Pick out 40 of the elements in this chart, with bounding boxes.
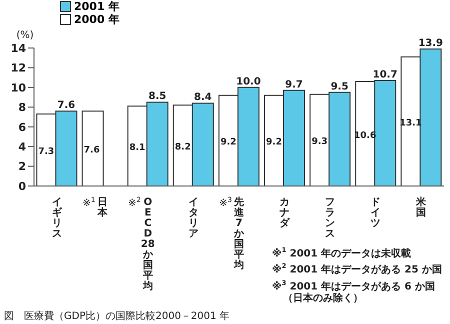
x-tick-label: イタリア: [188, 197, 198, 240]
y-tick-label: 4: [18, 140, 26, 154]
data-label: 10.7: [372, 70, 398, 81]
data-label: 13.9: [418, 38, 444, 49]
data-label: 10.0: [236, 76, 261, 88]
x-tick-label: フランス: [325, 197, 336, 240]
text: ※$^{1}$ 2001 年のデータは未収載: [272, 246, 412, 260]
category-label: ※$^{3}$先進7か国平均: [219, 196, 244, 271]
data-label: 8.5: [148, 91, 166, 102]
y-tick-label: 14: [10, 42, 26, 55]
data-label: 7.6: [84, 146, 100, 156]
legend-label: 2001 年: [74, 0, 120, 13]
text: 図 医療費（GDP比）の国際比較2000－2001 年: [4, 311, 230, 322]
data-label: 9.2: [220, 138, 236, 148]
data-label: 8.4: [194, 92, 212, 104]
legend-label: 2000 年: [74, 13, 120, 26]
x-tick-label: カナダ: [280, 197, 291, 229]
y-tick-label: 2: [18, 160, 26, 174]
y-tick-label: 8: [18, 101, 26, 114]
x-tick-label: イギリス: [52, 197, 63, 240]
data-label: 9.3: [312, 137, 328, 148]
data-label: 9.5: [330, 81, 348, 92]
data-label: 9.2: [266, 138, 282, 148]
data-label: 7.3: [38, 147, 54, 158]
y-axis-title: (%): [16, 30, 34, 41]
y-tick-label: 6: [18, 120, 26, 134]
data-label: 8.2: [174, 142, 191, 153]
text: ※$^{3}$ 2001 年はデータがある 6 か国（日本のみ除く）: [272, 278, 435, 304]
data-label: 8.1: [129, 143, 146, 154]
x-tick-label: 米国: [415, 196, 428, 218]
data-label: 7.6: [57, 100, 76, 112]
x-tick-label: ※$^{1}$日本: [82, 196, 108, 218]
y-tick-label: 0: [18, 180, 26, 193]
category-label: ※$^{2}$OECD28か国平均: [128, 196, 155, 292]
text: ※$^{2}$ 2001 年はデータがある 25 か国: [272, 262, 442, 276]
data-label: 9.7: [285, 79, 303, 90]
y-tick-label: 10: [10, 81, 26, 94]
bar: [82, 110, 104, 186]
x-tick-label: ドイツ: [370, 197, 381, 229]
y-tick-label: 12: [10, 62, 26, 75]
